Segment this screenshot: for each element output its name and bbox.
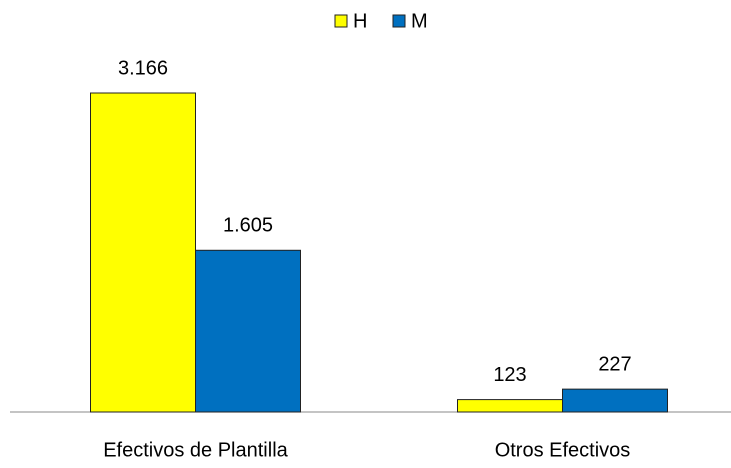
data-label: 227 <box>598 353 631 375</box>
legend-swatch <box>334 14 348 28</box>
x-tick-label: Efectivos de Plantilla <box>103 439 288 461</box>
data-label: 1.605 <box>223 215 273 237</box>
bar <box>562 388 668 413</box>
data-label: 3.166 <box>118 57 168 79</box>
bar <box>195 249 301 413</box>
legend-label: M <box>411 10 428 32</box>
data-label: 123 <box>493 364 526 386</box>
bar <box>90 92 196 413</box>
legend-swatch <box>392 14 406 28</box>
legend-label: H <box>353 10 367 32</box>
bar <box>457 399 563 413</box>
x-tick-label: Otros Efectivos <box>495 439 631 461</box>
